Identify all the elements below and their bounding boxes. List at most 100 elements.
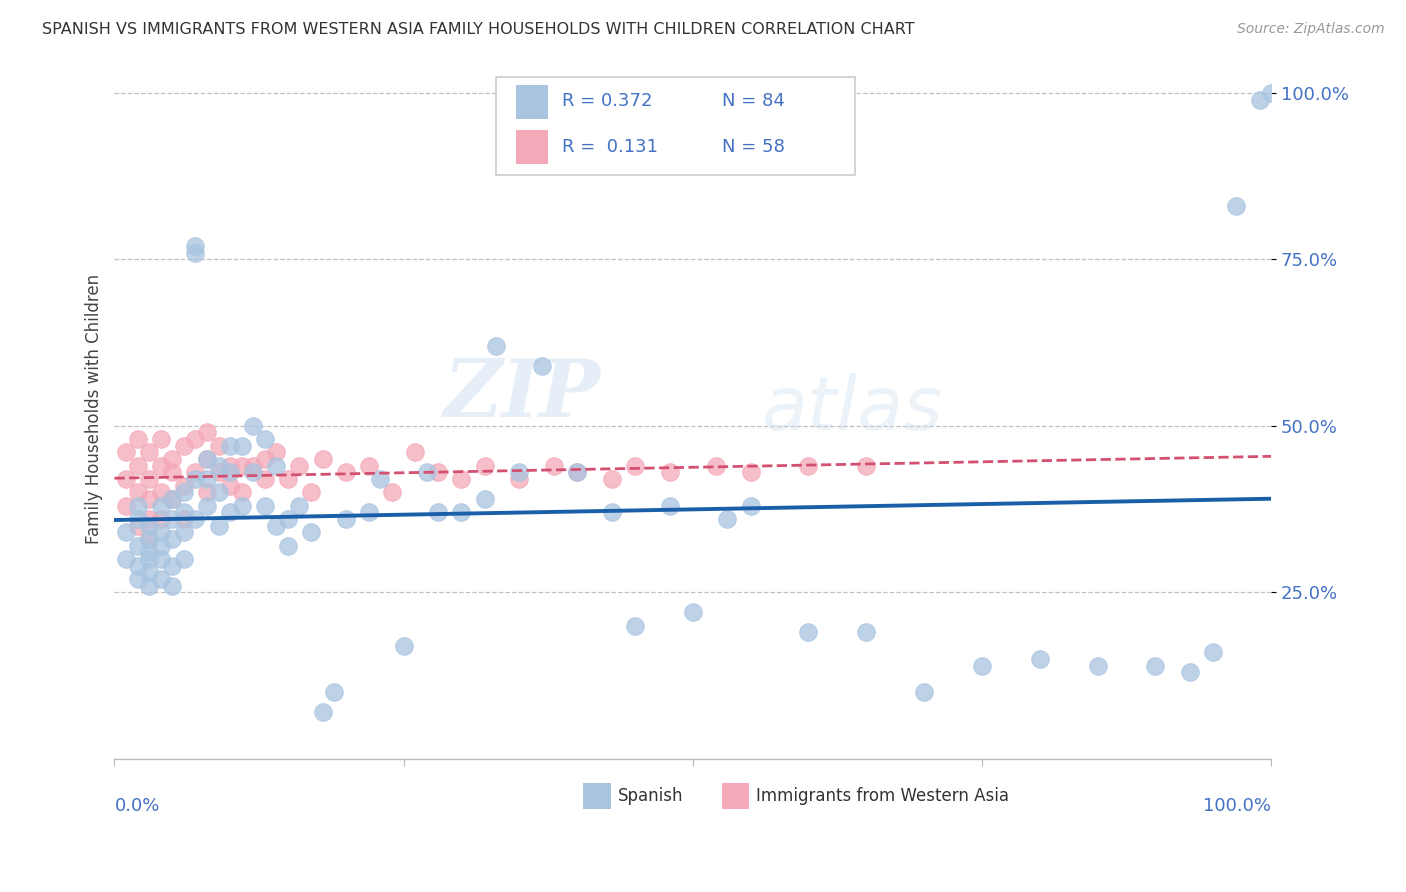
Point	[311, 452, 333, 467]
Point	[253, 472, 276, 486]
Point	[115, 445, 138, 459]
Point	[162, 512, 184, 526]
Point	[162, 558, 184, 573]
Point	[1260, 86, 1282, 100]
FancyBboxPatch shape	[721, 782, 749, 809]
Point	[231, 485, 253, 500]
Point	[173, 485, 195, 500]
Point	[716, 512, 738, 526]
Point	[195, 425, 218, 440]
Point	[485, 339, 508, 353]
Point	[138, 492, 160, 507]
Point	[253, 452, 276, 467]
Text: ZIP: ZIP	[443, 357, 600, 434]
Point	[415, 466, 437, 480]
Point	[207, 518, 229, 533]
Point	[288, 458, 311, 473]
Point	[288, 499, 311, 513]
Point	[173, 525, 195, 540]
Point	[219, 439, 242, 453]
Point	[231, 439, 253, 453]
Point	[242, 466, 264, 480]
Point	[184, 466, 207, 480]
Point	[565, 466, 588, 480]
FancyBboxPatch shape	[583, 782, 610, 809]
Point	[115, 552, 138, 566]
Point	[173, 512, 195, 526]
Text: SPANISH VS IMMIGRANTS FROM WESTERN ASIA FAMILY HOUSEHOLDS WITH CHILDREN CORRELAT: SPANISH VS IMMIGRANTS FROM WESTERN ASIA …	[42, 22, 915, 37]
Point	[912, 685, 935, 699]
Point	[1178, 665, 1201, 680]
Point	[704, 458, 727, 473]
Point	[335, 512, 357, 526]
Point	[219, 505, 242, 519]
Point	[207, 458, 229, 473]
Text: Spanish: Spanish	[617, 787, 683, 805]
Text: 0.0%: 0.0%	[114, 797, 160, 815]
Point	[127, 458, 149, 473]
Point	[266, 518, 288, 533]
Text: N = 58: N = 58	[721, 137, 785, 155]
Point	[1249, 93, 1271, 107]
Point	[195, 452, 218, 467]
Point	[173, 505, 195, 519]
Point	[370, 472, 392, 486]
Point	[115, 525, 138, 540]
Point	[138, 545, 160, 559]
Point	[149, 458, 172, 473]
Point	[299, 525, 322, 540]
Text: N = 84: N = 84	[721, 92, 785, 110]
Point	[357, 505, 380, 519]
Point	[855, 458, 877, 473]
Point	[658, 466, 681, 480]
Point	[127, 499, 149, 513]
Point	[162, 532, 184, 546]
Point	[162, 579, 184, 593]
Point	[357, 458, 380, 473]
Point	[184, 472, 207, 486]
Point	[173, 439, 195, 453]
Point	[138, 445, 160, 459]
Point	[450, 472, 472, 486]
Point	[299, 485, 322, 500]
Point	[207, 466, 229, 480]
Point	[277, 472, 299, 486]
Point	[149, 525, 172, 540]
Text: Immigrants from Western Asia: Immigrants from Western Asia	[756, 787, 1010, 805]
Point	[266, 458, 288, 473]
Point	[184, 245, 207, 260]
FancyBboxPatch shape	[516, 130, 548, 164]
Point	[173, 479, 195, 493]
Text: atlas: atlas	[762, 373, 943, 445]
Point	[195, 485, 218, 500]
Point	[740, 466, 762, 480]
Point	[184, 239, 207, 253]
Point	[474, 492, 496, 507]
Point	[219, 466, 242, 480]
Point	[127, 485, 149, 500]
Point	[970, 658, 993, 673]
Point	[277, 539, 299, 553]
Point	[253, 432, 276, 446]
Point	[624, 458, 647, 473]
Point	[311, 705, 333, 719]
Point	[219, 458, 242, 473]
Point	[1087, 658, 1109, 673]
Point	[138, 566, 160, 580]
Point	[115, 472, 138, 486]
Point	[1144, 658, 1167, 673]
Point	[207, 439, 229, 453]
Point	[797, 625, 820, 640]
Point	[508, 466, 530, 480]
Point	[195, 472, 218, 486]
Point	[138, 512, 160, 526]
Point	[138, 532, 160, 546]
Point	[404, 445, 426, 459]
Point	[231, 499, 253, 513]
Point	[335, 466, 357, 480]
Point	[1225, 199, 1247, 213]
Point	[207, 485, 229, 500]
Point	[127, 518, 149, 533]
Text: 100.0%: 100.0%	[1204, 797, 1271, 815]
Point	[242, 458, 264, 473]
